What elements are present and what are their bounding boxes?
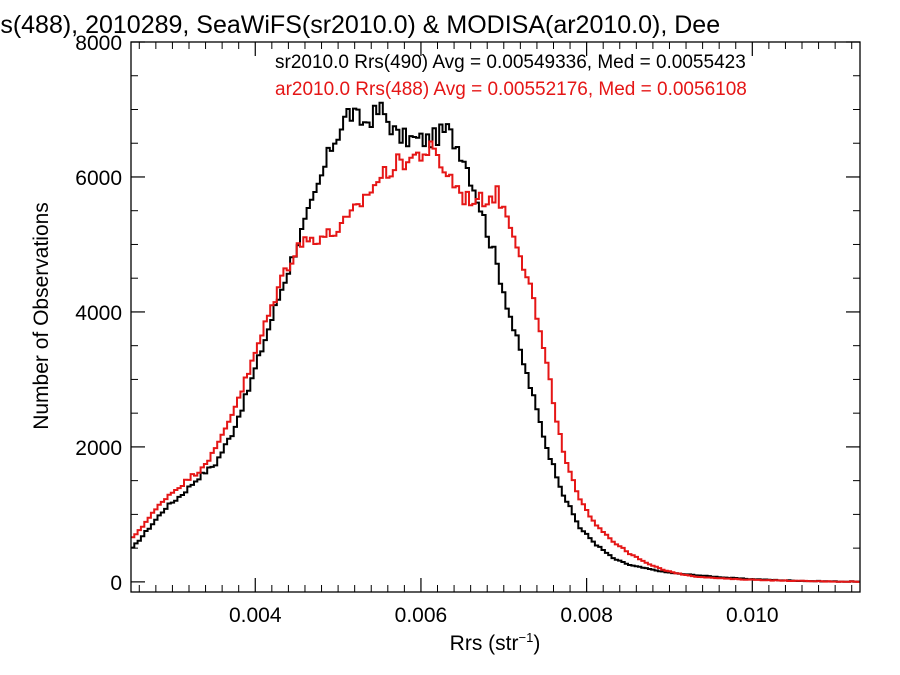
x-tick-label: 0.006: [395, 604, 448, 627]
x-tick-label: 0.008: [560, 604, 613, 627]
x-axis-label-close: ): [533, 632, 540, 655]
y-axis-label: Number of Observations: [30, 202, 53, 430]
x-axis-label-main: Rrs (str: [450, 632, 519, 655]
legend-entry-sr2010: sr2010.0 Rrs(490) Avg = 0.00549336, Med …: [275, 52, 746, 73]
plot-frame: [130, 41, 861, 593]
y-tick-label: 8000: [75, 32, 122, 55]
x-axis-label: Rrs (str−1): [450, 630, 541, 655]
legend-entry-ar2010: ar2010.0 Rrs(488) Avg = 0.00552176, Med …: [275, 79, 747, 100]
plot-series: [131, 101, 860, 583]
x-tick-label: 0.010: [726, 604, 779, 627]
y-tick-label: 4000: [75, 302, 122, 325]
x-axis-label-superscript: −1: [519, 630, 534, 645]
y-tick-labels: 0 2000 4000 6000 8000: [75, 32, 122, 595]
axis-ticks: [131, 41, 860, 592]
series-line-1: [131, 140, 860, 583]
y-tick-label: 2000: [75, 437, 122, 460]
y-tick-label: 6000: [75, 167, 122, 190]
x-tick-labels: 0.004 0.006 0.008 0.010: [229, 604, 779, 627]
y-tick-label: 0: [110, 572, 122, 595]
chart-title: rs(488), 2010289, SeaWiFS(sr2010.0) & MO…: [0, 11, 720, 39]
x-tick-label: 0.004: [229, 604, 282, 627]
